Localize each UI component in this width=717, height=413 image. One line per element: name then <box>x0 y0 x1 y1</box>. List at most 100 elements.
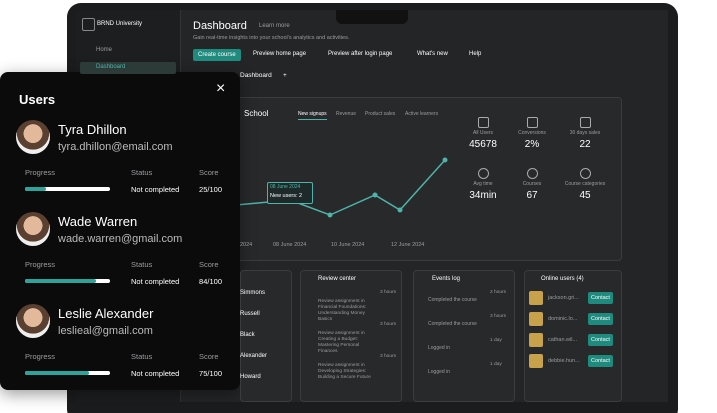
chart-tab[interactable]: New signups <box>298 111 327 120</box>
stat-icon <box>478 117 489 128</box>
review-time: 3 hours <box>380 322 396 327</box>
user-name: Alexander <box>240 353 268 359</box>
online-user: jackson.gri... <box>548 295 579 301</box>
card-title: School <box>244 109 269 118</box>
stat-icon <box>580 168 591 179</box>
x-label: 12 June 2024 <box>391 242 425 248</box>
tooltip-date: 08 June 2024 <box>270 184 301 190</box>
header-button[interactable]: Preview home page <box>253 51 307 57</box>
review-time: 3 hours <box>380 354 396 359</box>
tooltip-text: New users: 2 <box>270 193 303 199</box>
avatar <box>529 312 543 326</box>
panel <box>413 270 515 402</box>
nav-item[interactable]: Dashboard <box>96 64 126 70</box>
online-user: debbie.hun... <box>548 358 580 364</box>
column-label: Status <box>131 260 153 269</box>
header-button[interactable]: Help <box>469 51 482 57</box>
user-name: Leslie Alexander <box>58 306 154 321</box>
page-subtitle: Gain real-time insights into your school… <box>193 35 350 41</box>
point <box>397 207 403 213</box>
x-label: 2024 <box>240 242 253 248</box>
avatar <box>529 333 543 347</box>
header-button[interactable]: Create course <box>193 49 241 61</box>
review-item: Review assignment in Financial Foundatio… <box>318 299 367 322</box>
chart-tab[interactable]: Active learners <box>405 111 439 117</box>
review-item: Review assignment in Creating a Budget: … <box>318 331 365 354</box>
status: Not completed <box>131 185 180 194</box>
user-email: wade.warren@gmail.com <box>58 233 183 245</box>
point <box>372 192 378 198</box>
event-item: Completed the course <box>428 297 477 303</box>
event-time: 1 day <box>490 362 502 367</box>
logo <box>82 18 95 31</box>
stat-value: 22 <box>579 139 591 150</box>
close-button[interactable]: × <box>216 80 226 97</box>
chart-tab[interactable]: Revenue <box>336 111 357 117</box>
stat-label: Course categories <box>564 181 606 187</box>
column-label: Score <box>199 260 219 269</box>
progress-fill <box>25 187 47 191</box>
user-name: Tyra Dhillon <box>58 122 127 137</box>
event-time: 2 hours <box>490 290 506 295</box>
review-time: 3 hours <box>380 290 396 295</box>
panel-title: Online users (4) <box>541 276 584 282</box>
online-user: cathan.wil... <box>548 337 578 343</box>
header-button[interactable]: What's new <box>417 51 448 57</box>
progress-track <box>25 187 110 191</box>
stat-value: 2% <box>524 139 540 150</box>
column-label: Status <box>131 352 153 361</box>
stat-label: Conversions <box>518 130 546 136</box>
user-name: Simmons <box>240 290 266 296</box>
point <box>442 157 448 163</box>
progress-fill <box>25 279 97 283</box>
panel <box>240 270 292 402</box>
stat-icon <box>478 168 489 179</box>
popup-title: Users <box>19 92 56 107</box>
contact-button[interactable]: Contact <box>588 292 613 304</box>
chart-tab[interactable]: Product sales <box>365 111 396 117</box>
event-item: Completed the course <box>428 321 477 327</box>
panel <box>300 270 402 402</box>
status: Not completed <box>131 369 180 378</box>
page-title: Dashboard <box>193 20 247 32</box>
avatar <box>16 304 50 338</box>
stat-value: 45 <box>579 190 591 201</box>
column-label: Score <box>199 352 219 361</box>
nav-item[interactable]: Home <box>96 47 113 53</box>
online-user: dominic.lo... <box>548 316 578 322</box>
user-email: leslieal@gmail.com <box>58 325 153 337</box>
user-name: Howard <box>240 374 261 380</box>
stat-label: Courses <box>522 181 542 187</box>
user-email: tyra.dhillon@email.com <box>58 141 173 153</box>
event-item: Logged in <box>428 369 450 375</box>
contact-button[interactable]: Contact <box>588 355 613 367</box>
learn-more-link[interactable]: Learn more <box>259 23 290 29</box>
progress-fill <box>25 371 89 375</box>
point <box>327 212 333 218</box>
x-label: 10 June 2024 <box>331 242 365 248</box>
stat-label: All Users <box>472 130 493 136</box>
stat-label: Avg time <box>473 181 493 187</box>
event-time: 3 hours <box>490 314 506 319</box>
nav-active <box>80 62 176 74</box>
camera-notch <box>336 10 408 24</box>
column-label: Progress <box>25 260 56 269</box>
user-name: Wade Warren <box>58 214 138 229</box>
avatar <box>16 120 50 154</box>
avatar <box>529 354 543 368</box>
contact-button[interactable]: Contact <box>588 334 613 346</box>
event-time: 1 day <box>490 338 502 343</box>
column-label: Status <box>131 168 153 177</box>
header-button[interactable]: Preview after login page <box>328 51 393 57</box>
contact-button[interactable]: Contact <box>588 313 613 325</box>
tab[interactable]: + <box>283 72 287 79</box>
avatar <box>16 212 50 246</box>
tooltip <box>267 182 313 204</box>
stat-label: 30 days sales <box>569 130 601 136</box>
score: 25/100 <box>199 185 222 194</box>
school-card <box>236 97 622 261</box>
tab[interactable]: Dashboard <box>240 72 272 79</box>
stat-icon <box>580 117 591 128</box>
status: Not completed <box>131 277 180 286</box>
